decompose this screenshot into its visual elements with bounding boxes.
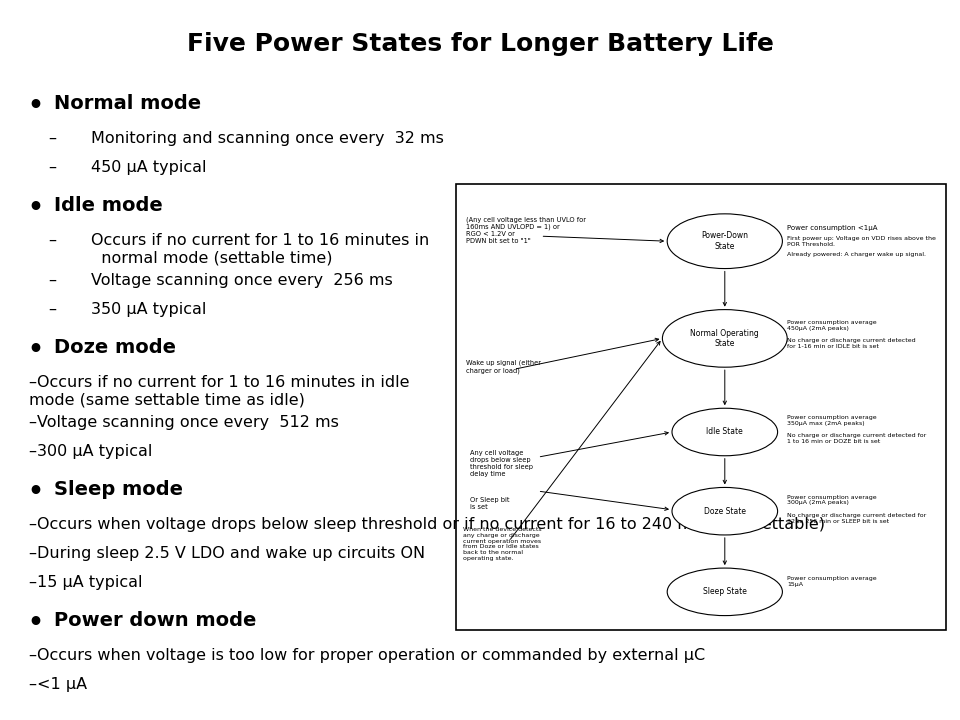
Text: Occurs if no current for 1 to 16 minutes in
  normal mode (settable time): Occurs if no current for 1 to 16 minutes…: [91, 233, 429, 266]
Text: Any cell voltage
drops below sleep
threshold for sleep
delay time: Any cell voltage drops below sleep thres…: [470, 450, 534, 477]
Text: –300 μA typical: –300 μA typical: [29, 444, 153, 459]
Text: Sleep State: Sleep State: [703, 588, 747, 596]
Text: Power consumption <1μA: Power consumption <1μA: [787, 225, 877, 230]
Text: When the device detects
any charge or discharge
current operation moves
from Doz: When the device detects any charge or di…: [463, 527, 541, 561]
Text: –<1 μA: –<1 μA: [29, 677, 87, 692]
Text: –: –: [48, 233, 56, 248]
Text: •: •: [27, 338, 43, 361]
Text: –Occurs when voltage is too low for proper operation or commanded by external μC: –Occurs when voltage is too low for prop…: [29, 648, 705, 663]
Text: –: –: [48, 131, 56, 146]
Text: –: –: [48, 273, 56, 288]
Ellipse shape: [662, 310, 787, 367]
Text: –: –: [48, 160, 56, 175]
Text: •: •: [27, 94, 43, 117]
Text: No charge or discharge current detected for
32 to 256 min or SLEEP bit is set: No charge or discharge current detected …: [787, 513, 926, 524]
Ellipse shape: [667, 568, 782, 616]
Ellipse shape: [672, 408, 778, 456]
Ellipse shape: [667, 214, 782, 269]
Text: Five Power States for Longer Battery Life: Five Power States for Longer Battery Lif…: [186, 32, 774, 56]
Text: Wake up signal (either
charger or load): Wake up signal (either charger or load): [466, 360, 540, 374]
Text: –15 μA typical: –15 μA typical: [29, 575, 142, 590]
Text: –Occurs when voltage drops below sleep threshold or if no current for 16 to 240 : –Occurs when voltage drops below sleep t…: [29, 517, 825, 532]
Text: –Occurs if no current for 1 to 16 minutes in idle
mode (same settable time as id: –Occurs if no current for 1 to 16 minute…: [29, 375, 409, 408]
Text: 350 μA typical: 350 μA typical: [91, 302, 206, 317]
Text: No charge or discharge current detected for
1 to 16 min or DOZE bit is set: No charge or discharge current detected …: [787, 433, 926, 444]
Text: First power up: Voltage on VDD rises above the
POR Threshold.: First power up: Voltage on VDD rises abo…: [787, 236, 936, 247]
Text: Power down mode: Power down mode: [54, 611, 256, 629]
Text: Idle State: Idle State: [707, 428, 743, 436]
Text: No charge or discharge current detected
for 1-16 min or IDLE bit is set: No charge or discharge current detected …: [787, 338, 916, 349]
Text: Voltage scanning once every  256 ms: Voltage scanning once every 256 ms: [91, 273, 393, 288]
Text: (Any cell voltage less than UVLO for
160ms AND UVLOPD = 1) or
RGO < 1.2V or
PDWN: (Any cell voltage less than UVLO for 160…: [466, 216, 586, 244]
Text: Doze mode: Doze mode: [54, 338, 176, 356]
Text: •: •: [27, 196, 43, 220]
Text: Or Sleep bit
is set: Or Sleep bit is set: [470, 497, 510, 510]
Text: Sleep mode: Sleep mode: [54, 480, 182, 498]
Text: Monitoring and scanning once every  32 ms: Monitoring and scanning once every 32 ms: [91, 131, 444, 146]
Ellipse shape: [672, 487, 778, 535]
Text: Already powered: A charger wake up signal.: Already powered: A charger wake up signa…: [787, 252, 926, 257]
Text: –During sleep 2.5 V LDO and wake up circuits ON: –During sleep 2.5 V LDO and wake up circ…: [29, 546, 425, 561]
Text: –: –: [48, 302, 56, 317]
Text: Doze State: Doze State: [704, 507, 746, 516]
Text: Power-Down
State: Power-Down State: [702, 232, 748, 251]
Text: Normal Operating
State: Normal Operating State: [690, 329, 759, 348]
Text: Idle mode: Idle mode: [54, 196, 162, 215]
Bar: [456, 184, 946, 630]
Text: Normal mode: Normal mode: [54, 94, 201, 112]
Text: •: •: [27, 480, 43, 503]
Text: •: •: [27, 611, 43, 634]
Text: Power consumption average
15μA: Power consumption average 15μA: [787, 576, 876, 587]
Text: Power consumption average
350μA max (2mA peaks): Power consumption average 350μA max (2mA…: [787, 415, 876, 426]
Text: Power consumption average
450μA (2mA peaks): Power consumption average 450μA (2mA pea…: [787, 320, 876, 331]
Text: Power consumption average
300μA (2mA peaks): Power consumption average 300μA (2mA pea…: [787, 495, 876, 505]
Text: 450 μA typical: 450 μA typical: [91, 160, 206, 175]
Text: –Voltage scanning once every  512 ms: –Voltage scanning once every 512 ms: [29, 415, 339, 430]
